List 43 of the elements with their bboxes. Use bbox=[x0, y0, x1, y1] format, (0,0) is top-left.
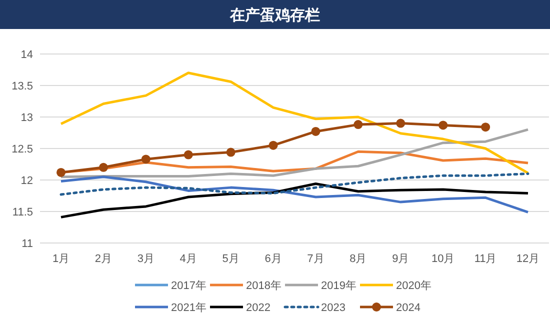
y-tick-label: 13 bbox=[20, 112, 33, 124]
legend-label: 2018年 bbox=[246, 280, 282, 292]
x-tick-label: 1月 bbox=[52, 253, 70, 265]
x-tick-label: 4月 bbox=[180, 253, 197, 265]
x-tick-label: 9月 bbox=[392, 253, 410, 265]
x-tick-label: 6月 bbox=[264, 253, 282, 265]
legend-label: 2023 bbox=[321, 302, 346, 314]
legend-label: 2022 bbox=[246, 302, 270, 314]
y-tick-label: 11.5 bbox=[12, 206, 33, 218]
x-tick-label: 3月 bbox=[137, 253, 154, 265]
x-tick-label: 12月 bbox=[516, 253, 540, 265]
point bbox=[268, 140, 278, 150]
y-tick-label: 14 bbox=[20, 49, 33, 61]
legend-label: 2021年 bbox=[171, 302, 206, 314]
point bbox=[396, 118, 406, 128]
point bbox=[184, 150, 193, 160]
y-tick-label: 11 bbox=[22, 238, 33, 250]
point bbox=[311, 126, 320, 136]
legend-label: 2024 bbox=[396, 302, 420, 314]
point bbox=[226, 148, 236, 157]
y-tick-label: 13.5 bbox=[12, 80, 33, 92]
point bbox=[141, 154, 150, 164]
point bbox=[481, 122, 490, 132]
line-series bbox=[60, 172, 530, 196]
point bbox=[56, 168, 66, 177]
legend-label: 2020年 bbox=[396, 280, 432, 292]
line-series bbox=[60, 182, 530, 218]
point bbox=[354, 120, 363, 130]
legend-label: 2017年 bbox=[171, 280, 206, 292]
x-tick-label: 11月 bbox=[474, 253, 497, 265]
point bbox=[98, 162, 108, 172]
x-tick-label: 2月 bbox=[94, 253, 112, 265]
x-tick-label: 8月 bbox=[350, 253, 367, 265]
x-tick-label: 5月 bbox=[222, 253, 240, 265]
point bbox=[438, 120, 448, 130]
line-series bbox=[60, 176, 530, 214]
y-tick-label: 12.5 bbox=[12, 144, 33, 156]
x-tick-label: 7月 bbox=[307, 253, 324, 265]
legend-label: 2019年 bbox=[321, 280, 356, 292]
y-tick-label: 12 bbox=[20, 175, 33, 187]
x-tick-label: 10月 bbox=[431, 253, 455, 265]
chart-title: 在产蛋鸡存栏 bbox=[229, 7, 320, 24]
line-series bbox=[60, 72, 530, 174]
